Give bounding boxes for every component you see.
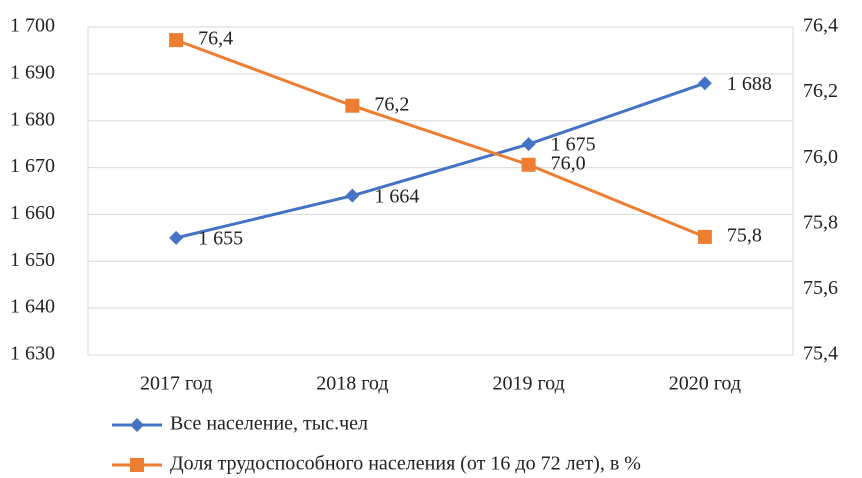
y-tick-label: 1 660 xyxy=(10,202,55,224)
marker xyxy=(169,230,184,245)
y2-tick-label: 75,4 xyxy=(803,343,838,365)
y-tick-label: 1 640 xyxy=(10,296,55,318)
y2-tick-label: 76,0 xyxy=(803,146,838,168)
data-label: 1 688 xyxy=(727,73,772,95)
legend-marker xyxy=(130,458,144,472)
marker xyxy=(345,98,360,113)
y-tick-label: 1 700 xyxy=(10,15,55,37)
y2-tick-label: 76,4 xyxy=(803,15,838,37)
marker xyxy=(521,137,536,152)
y-tick-label: 1 680 xyxy=(10,108,55,130)
data-label: 75,8 xyxy=(727,225,762,247)
data-label: 1 664 xyxy=(374,185,419,207)
data-label: 76,0 xyxy=(551,152,586,174)
x-tick-label: 2017 год xyxy=(140,373,212,395)
legend-marker xyxy=(130,418,144,432)
y-tick-label: 1 630 xyxy=(10,343,55,365)
marker xyxy=(697,229,712,244)
line xyxy=(175,81,706,240)
y-tick-label: 1 650 xyxy=(10,249,55,271)
data-label: 1 675 xyxy=(551,134,596,156)
x-tick-label: 2020 год xyxy=(669,373,741,395)
data-label: 76,2 xyxy=(374,93,409,115)
marker xyxy=(345,188,360,203)
marker xyxy=(169,33,184,48)
line xyxy=(175,38,706,239)
x-tick-label: 2019 год xyxy=(492,373,564,395)
y2-tick-label: 76,2 xyxy=(803,80,838,102)
x-tick-label: 2018 год xyxy=(316,373,388,395)
data-label: 76,4 xyxy=(198,28,233,50)
plot-area xyxy=(87,26,794,356)
y-tick-label: 1 690 xyxy=(10,61,55,83)
y-tick-label: 1 670 xyxy=(10,155,55,177)
data-label: 1 655 xyxy=(198,227,243,249)
y2-tick-label: 75,6 xyxy=(803,277,838,299)
marker xyxy=(521,157,536,172)
legend-label: Доля трудоспособного населения (от 16 до… xyxy=(170,453,641,475)
marker xyxy=(697,76,712,91)
y2-tick-label: 75,8 xyxy=(803,211,838,233)
legend-label: Все население, тыс.чел xyxy=(170,413,368,435)
